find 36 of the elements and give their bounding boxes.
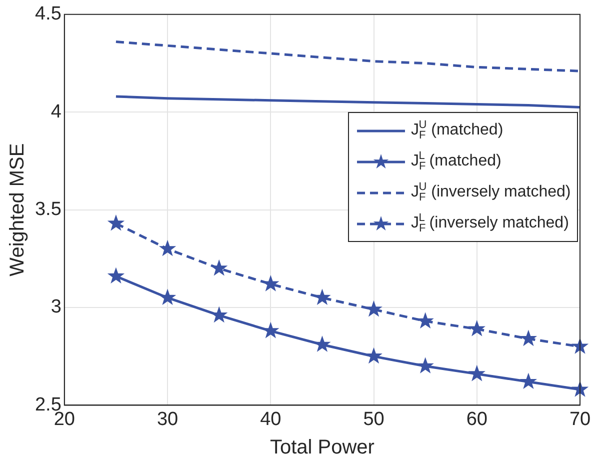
point <box>572 382 588 396</box>
point <box>160 240 176 256</box>
point <box>108 215 124 230</box>
point <box>211 260 227 275</box>
x-axis-title: Total Power <box>270 436 375 459</box>
x-tick-label: 40 <box>260 408 282 430</box>
y-tick-label: 4 <box>50 101 62 122</box>
y-tick-label: 3.5 <box>34 199 62 220</box>
point <box>263 322 278 338</box>
point <box>211 307 227 322</box>
legend-label: J$_{F}$$^{U}$ (inversely matched) <box>411 181 571 204</box>
line-series <box>114 40 580 72</box>
x-tick-label: 60 <box>466 408 488 430</box>
point <box>314 336 330 352</box>
point <box>366 301 382 316</box>
point <box>418 358 433 373</box>
x-tick-label: 30 <box>156 408 178 430</box>
point <box>160 290 176 304</box>
point <box>366 348 382 363</box>
y-tick-label: 4.5 <box>34 4 62 25</box>
point <box>108 268 124 283</box>
point <box>418 313 433 328</box>
x-tick-label: 50 <box>363 408 384 430</box>
point <box>314 290 330 304</box>
legend-label: J$_{F}$$^{L}$ (inversely matched) <box>411 212 569 235</box>
point <box>520 330 536 346</box>
legend-label: J$_{F}$$^{L}$ (matched) <box>411 150 502 173</box>
x-tick-label: 70 <box>569 408 591 430</box>
y-axis-title: Weighted MSE <box>6 143 29 276</box>
point <box>263 276 278 291</box>
y-tick-label: 3 <box>50 296 62 318</box>
point <box>572 338 588 354</box>
legend-label: J$_{F}$$^{U}$ (matched) <box>411 119 504 142</box>
point <box>469 320 485 336</box>
point <box>469 366 485 381</box>
point <box>520 374 536 388</box>
